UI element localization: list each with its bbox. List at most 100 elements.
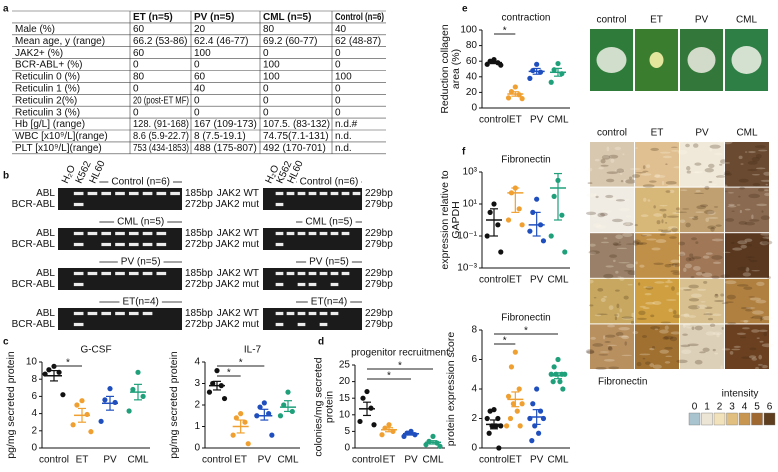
- micrograph-texture: [685, 257, 692, 262]
- micrograph-texture: [597, 212, 605, 218]
- table-cell: 753 (434-1853): [133, 143, 189, 154]
- intensity-swatch: [738, 412, 751, 426]
- micrograph-texture: [623, 269, 632, 272]
- gel-band: [330, 282, 339, 287]
- y-tick-label: 4: [31, 408, 37, 419]
- micrograph-texture: [592, 343, 604, 347]
- micrograph-texture: [615, 234, 623, 240]
- micrograph-texture: [721, 348, 731, 351]
- micrograph-texture: [670, 146, 678, 148]
- micrograph-texture: [762, 236, 773, 239]
- gel-row-label: JAK2 mut: [216, 239, 260, 250]
- gel-band: [308, 311, 317, 316]
- micrograph-texture: [603, 358, 615, 362]
- micrograph-texture: [720, 293, 725, 297]
- micrograph-texture: [738, 178, 749, 183]
- micrograph-texture: [665, 163, 668, 166]
- data-point: [536, 430, 542, 436]
- data-point: [562, 249, 568, 255]
- micrograph-texture: [714, 293, 718, 296]
- gel-band: [156, 231, 167, 236]
- micrograph-texture: [722, 162, 731, 164]
- micrograph-texture: [615, 331, 624, 337]
- micrograph-texture: [688, 298, 700, 302]
- micrograph-texture: [746, 243, 753, 247]
- micrograph-texture: [661, 180, 665, 186]
- data-point: [527, 75, 533, 81]
- row-label: BCR-ABL+ (%): [15, 60, 83, 71]
- micrograph-texture: [614, 146, 622, 151]
- micrograph-texture: [632, 240, 640, 246]
- row-label: JAK2+ (%): [15, 48, 63, 59]
- gel-band: [308, 191, 317, 196]
- band-size: 279bp: [365, 199, 393, 210]
- micrograph: [590, 187, 634, 233]
- band-size: 185bp: [185, 308, 213, 319]
- gel-band: [330, 191, 339, 196]
- photo-label: PV: [695, 15, 709, 26]
- micrograph-texture: [615, 169, 626, 172]
- gel-group-label: Control (n=6): [111, 177, 170, 188]
- micrograph-texture: [721, 327, 724, 330]
- data-point: [529, 438, 535, 444]
- micrograph-texture: [704, 209, 715, 215]
- micrograph-texture: [658, 229, 664, 231]
- micrograph-texture: [677, 149, 688, 155]
- micrograph-texture: [664, 346, 673, 350]
- data-point: [505, 217, 512, 223]
- micrograph-texture: [668, 226, 678, 230]
- micrograph-texture: [724, 190, 728, 192]
- data-point: [551, 364, 557, 370]
- gel-band: [128, 242, 139, 247]
- micrograph-texture: [745, 256, 755, 258]
- micrograph-texture: [676, 359, 688, 364]
- micrograph-texture: [659, 233, 666, 236]
- micrograph-texture: [678, 241, 686, 246]
- micrograph-texture: [669, 189, 675, 194]
- y-tick-label: 10³: [463, 167, 478, 178]
- micrograph-texture: [749, 219, 760, 222]
- data-point: [540, 238, 547, 244]
- gel-band: [297, 271, 306, 276]
- y-tick-label: 4: [194, 357, 200, 368]
- data-point: [486, 430, 492, 436]
- significance-label: *: [239, 358, 243, 369]
- gel-band: [341, 191, 350, 196]
- data-point: [555, 356, 561, 363]
- micrograph-texture: [624, 199, 630, 201]
- micrograph-texture: [606, 146, 610, 152]
- micrograph-texture: [616, 247, 628, 249]
- micrograph-texture: [745, 267, 750, 272]
- table-cell: 60: [194, 72, 206, 83]
- band-size: 272bp: [185, 279, 213, 290]
- gel: [58, 308, 182, 330]
- micrograph: [635, 233, 679, 278]
- micrograph-texture: [625, 215, 632, 218]
- row-label: PLT [x10⁹/L](range): [15, 143, 102, 154]
- micrograph-texture: [711, 275, 720, 279]
- micrograph-texture: [673, 310, 677, 315]
- micrograph-texture: [683, 313, 690, 318]
- micrograph-texture: [632, 174, 641, 178]
- y-tick-label: 80: [466, 40, 478, 51]
- micrograph-texture: [736, 204, 741, 206]
- micrograph-texture: [587, 167, 593, 172]
- micrograph-texture: [694, 325, 703, 331]
- table-cell: 0: [263, 95, 269, 106]
- micrograph-texture: [748, 258, 751, 261]
- micrograph: [635, 142, 679, 187]
- panel-letter: b: [3, 171, 9, 182]
- micrograph-texture: [756, 203, 768, 207]
- table-cell: 0: [335, 107, 341, 118]
- micrograph-texture: [664, 285, 669, 288]
- data-point: [557, 379, 563, 385]
- micrograph-texture: [711, 313, 722, 317]
- micrograph-texture: [635, 242, 644, 245]
- gel-band: [275, 311, 284, 316]
- micrograph-texture: [617, 276, 622, 278]
- micrograph-texture: [739, 186, 746, 190]
- micrograph-texture: [625, 179, 637, 184]
- micrograph-texture: [755, 153, 762, 159]
- micrograph-texture: [747, 160, 758, 165]
- micrograph-texture: [755, 299, 767, 304]
